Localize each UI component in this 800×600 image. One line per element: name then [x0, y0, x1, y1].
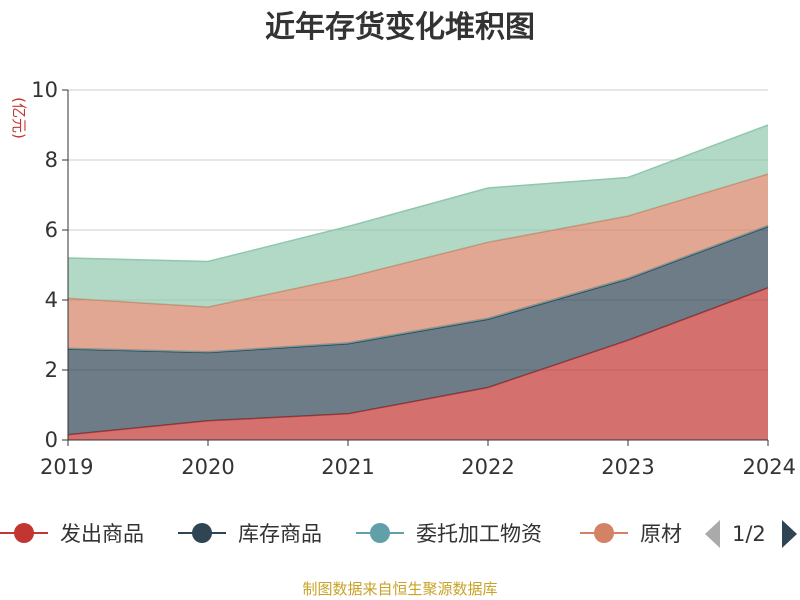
- axes: [62, 89, 769, 446]
- area-series-line: [67, 124, 769, 263]
- legend-label: 原材: [640, 522, 682, 546]
- legend-page-indicator: 1/2: [732, 522, 766, 546]
- legend-item-kucun[interactable]: 库存商品: [178, 522, 322, 546]
- x-tick-labels: 2019 2020 2021 2022 2023 2024: [40, 455, 796, 479]
- legend-item-weituo[interactable]: 委托加工物资: [356, 522, 542, 546]
- legend-next-page-icon[interactable]: [782, 520, 797, 548]
- area-series: [68, 125, 768, 307]
- area-series-layer: [67, 124, 769, 440]
- chart-title: 近年存货变化堆积图: [265, 10, 535, 45]
- legend-prev-page-icon[interactable]: [705, 520, 720, 548]
- x-tick-label: 2021: [321, 455, 374, 479]
- x-tick-label: 2024: [743, 455, 796, 479]
- y-axis-unit-label: (亿元): [10, 97, 28, 139]
- legend-clip-fade: [684, 515, 704, 555]
- y-tick-labels: 0 2 4 6 8 10: [31, 78, 58, 452]
- legend-item-fachu[interactable]: 发出商品: [0, 522, 144, 546]
- y-tick-label: 10: [31, 78, 58, 102]
- y-tick-label: 2: [45, 358, 58, 382]
- x-tick-label: 2020: [181, 455, 234, 479]
- area-series: [68, 174, 768, 352]
- area-series: [68, 226, 768, 435]
- legend-marker: [370, 523, 390, 543]
- legend-label: 发出商品: [60, 522, 144, 546]
- x-tick-label: 2022: [461, 455, 514, 479]
- legend-label: 库存商品: [238, 522, 322, 546]
- x-tick-label: 2023: [601, 455, 654, 479]
- data-source-note: 制图数据来自恒生聚源数据库: [302, 580, 497, 598]
- y-tick-label: 0: [45, 428, 58, 452]
- legend-marker: [192, 523, 212, 543]
- legend-marker: [14, 523, 34, 543]
- y-tick-label: 4: [45, 288, 58, 312]
- legend: 发出商品 库存商品 委托加工物资 原材 1/2: [0, 515, 797, 555]
- y-tick-label: 6: [45, 218, 58, 242]
- legend-item-yuancai[interactable]: 原材: [580, 522, 682, 546]
- y-tick-label: 8: [45, 148, 58, 172]
- legend-marker: [594, 523, 614, 543]
- x-tick-label: 2019: [40, 455, 93, 479]
- area-series: [68, 287, 768, 440]
- legend-label: 委托加工物资: [416, 522, 542, 546]
